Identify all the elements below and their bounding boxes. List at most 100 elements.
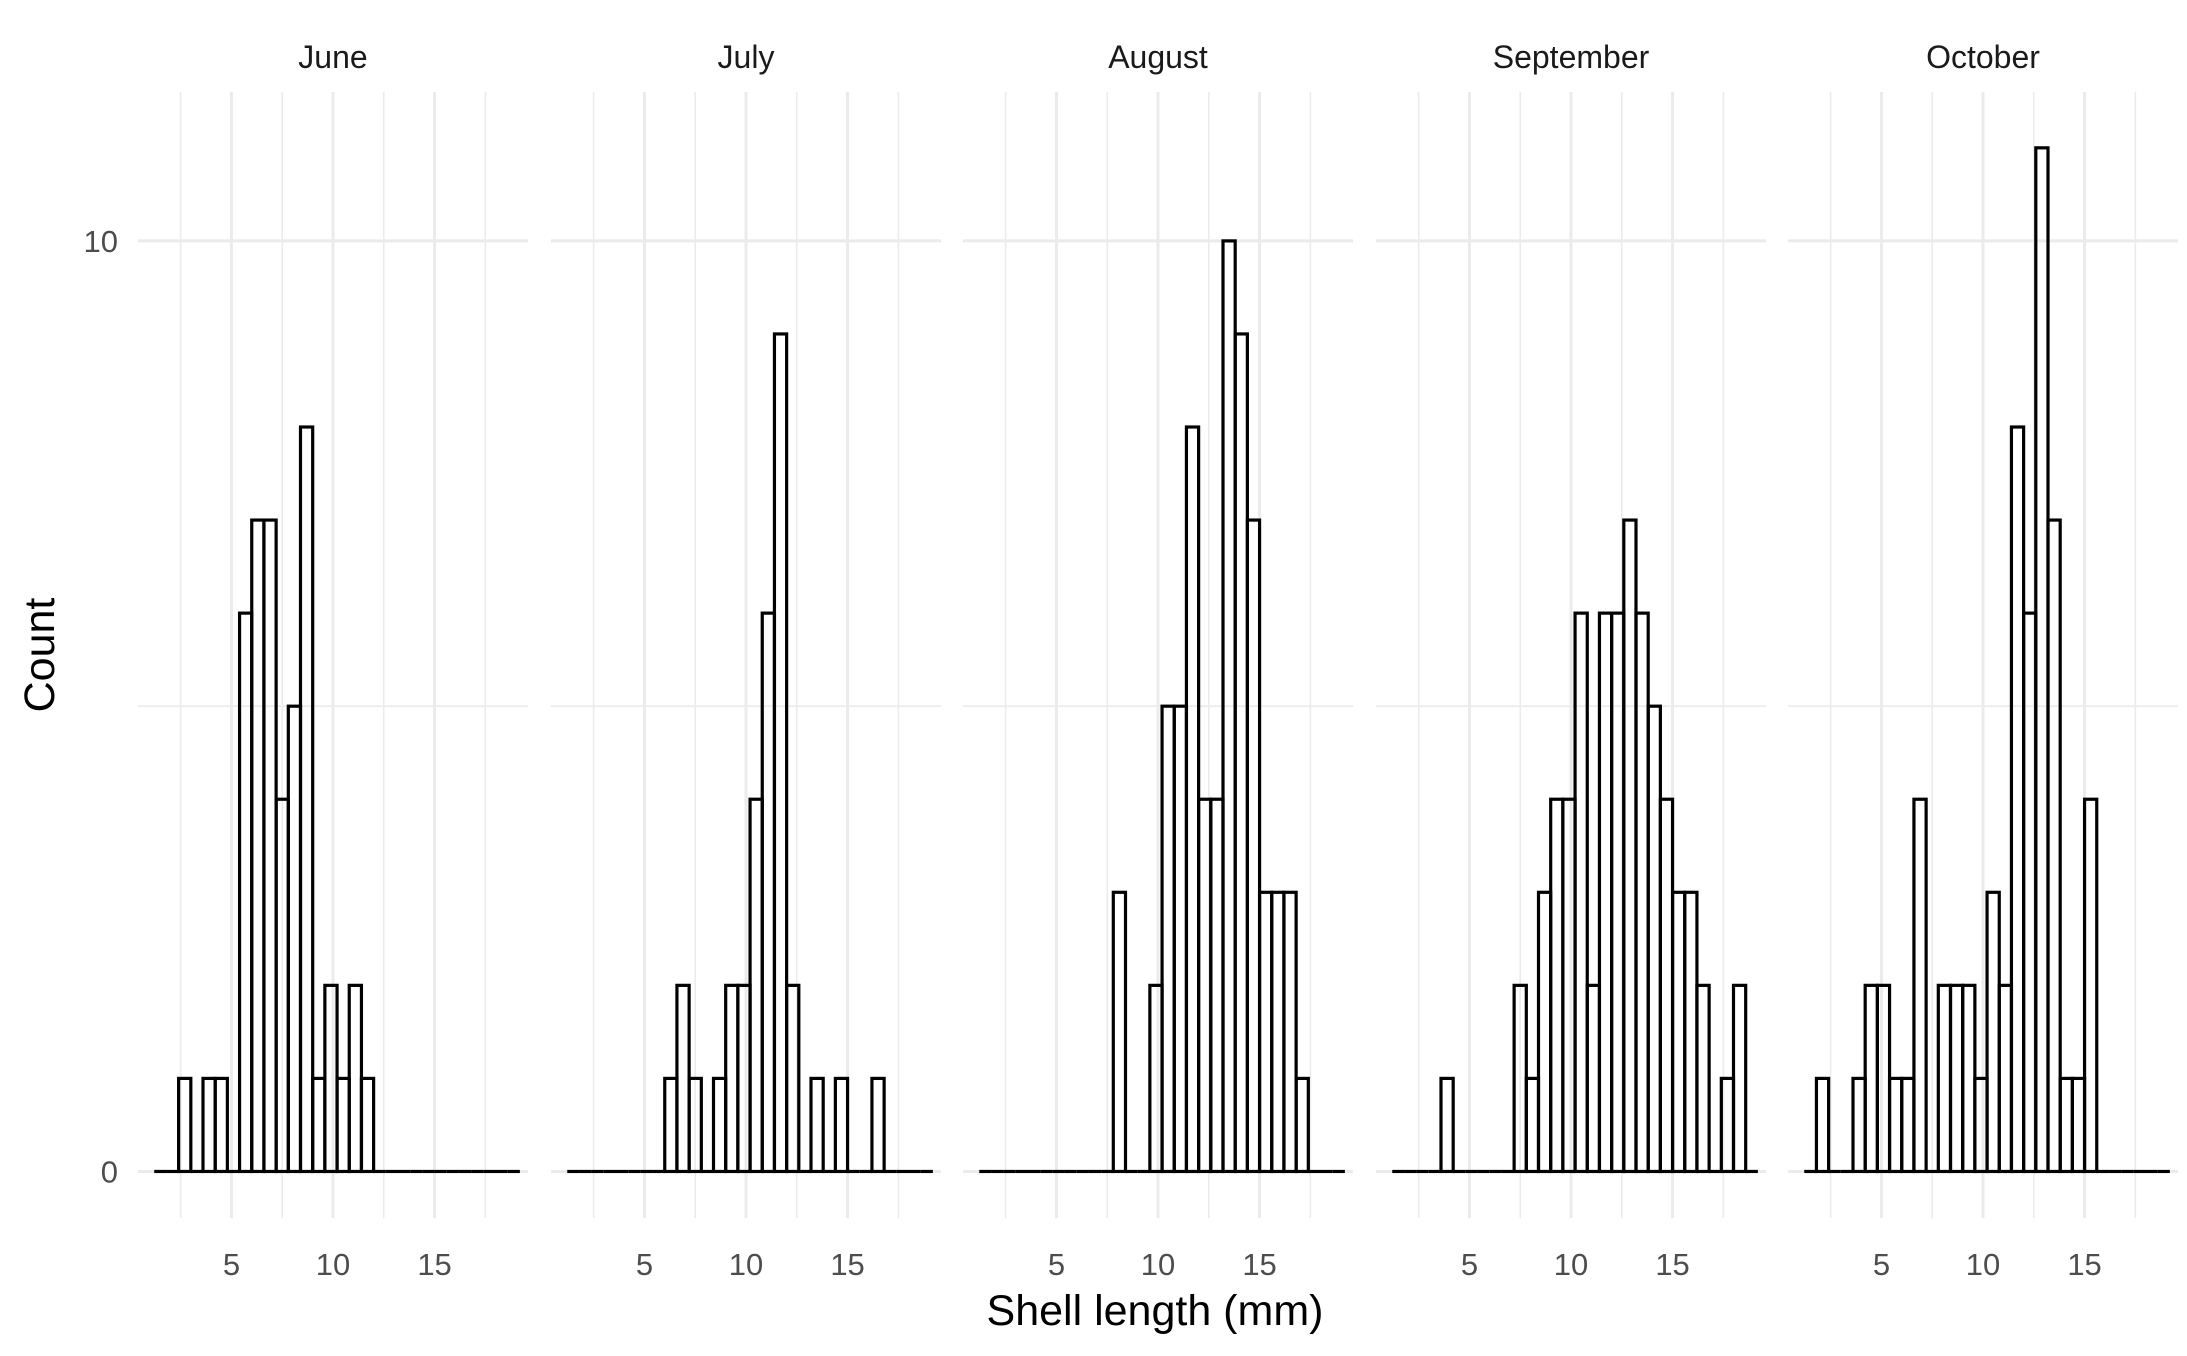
histogram-bar: [1887, 1076, 1904, 1174]
histogram-bar: [323, 983, 339, 1174]
facet-title: July: [718, 39, 775, 75]
histogram-bar: [237, 611, 254, 1174]
facet-panel-october: October 5 10 15: [1788, 39, 2178, 1282]
histogram-bar: [359, 1076, 376, 1174]
histogram-bar: [2046, 518, 2062, 1174]
histogram-bar: [1148, 983, 1164, 1174]
histogram-bar: [298, 425, 315, 1174]
x-tick-label: 5: [1048, 1247, 1065, 1282]
histogram-bar: [1973, 1076, 1989, 1174]
histogram-bar: [1731, 983, 1748, 1174]
x-tick-label: 5: [223, 1247, 240, 1282]
histogram-bar: [833, 1076, 850, 1174]
histogram-bar: [1209, 797, 1225, 1174]
histogram-bar: [177, 1076, 193, 1174]
histogram-bar: [1111, 890, 1128, 1174]
histogram-bar: [724, 983, 740, 1174]
x-tick-label: 10: [729, 1247, 763, 1282]
x-tick-label: 15: [1655, 1247, 1689, 1282]
facet-panel-july: July 5 10 15: [551, 39, 941, 1282]
y-tick-label: 10: [84, 224, 118, 259]
histogram-bar: [1172, 704, 1189, 1174]
facet-title: August: [1108, 39, 1208, 75]
histogram-bar: [1936, 983, 1953, 1174]
histogram-bar: [201, 1076, 217, 1174]
histogram-bar: [347, 983, 364, 1174]
histogram-bar: [2070, 1076, 2087, 1174]
histogram-bar: [711, 1076, 728, 1174]
histogram-bar: [1646, 704, 1662, 1174]
histogram-bar: [663, 1076, 679, 1174]
histogram-bar: [2034, 146, 2050, 1174]
histogram-bar: [1294, 1076, 1310, 1174]
histogram-bar: [1948, 983, 1965, 1174]
histogram-bar: [250, 518, 266, 1174]
histogram-bar: [1863, 983, 1879, 1174]
histogram-bar: [1160, 704, 1176, 1174]
histogram-bar: [1875, 983, 1892, 1174]
histogram-bar: [1536, 890, 1553, 1174]
histogram-bar: [213, 1076, 229, 1174]
histogram-bar: [785, 983, 801, 1174]
x-tick-label: 5: [1873, 1247, 1890, 1282]
y-tick-label: 0: [101, 1154, 118, 1189]
histogram-bar: [262, 518, 278, 1174]
facet-panel-june: June 5 10 15: [138, 39, 528, 1282]
facet-panel-september: September 5 10 15: [1376, 39, 1766, 1282]
histogram-bar: [870, 1076, 886, 1174]
histogram-bar: [1439, 1076, 1455, 1174]
facet-title: September: [1493, 39, 1650, 75]
histogram-bar: [1282, 890, 1298, 1174]
histogram-bar: [1549, 797, 1565, 1174]
histogram-bar: [1670, 890, 1687, 1174]
histogram-bar: [335, 1076, 351, 1174]
histogram-bar: [1634, 611, 1650, 1174]
histogram-bar: [748, 797, 764, 1174]
histogram-bar: [687, 1076, 703, 1174]
histogram-bar: [1695, 983, 1711, 1174]
x-tick-label: 15: [417, 1247, 451, 1282]
histogram-bar: [1233, 332, 1249, 1174]
x-tick-label: 5: [1461, 1247, 1478, 1282]
x-tick-label: 10: [1554, 1247, 1588, 1282]
y-axis-title: Count: [16, 598, 64, 713]
facet-title: October: [1926, 39, 2040, 75]
histogram-bar: [809, 1076, 825, 1174]
histogram-bar: [1561, 797, 1577, 1174]
x-tick-label: 10: [1141, 1247, 1175, 1282]
x-tick-label: 15: [2067, 1247, 2101, 1282]
histogram-bar: [1524, 1076, 1541, 1174]
histogram-bar: [1997, 983, 2014, 1174]
x-tick-label: 10: [1966, 1247, 2000, 1282]
facet-title: June: [298, 39, 367, 75]
x-axis-title: Shell length (mm): [987, 1287, 1324, 1335]
histogram-bar: [1597, 611, 1614, 1174]
x-tick-label: 15: [1242, 1247, 1276, 1282]
histogram-bar: [1184, 425, 1201, 1174]
facet-panel-august: August 5 10 15: [963, 39, 1353, 1282]
histogram-bar: [1622, 518, 1638, 1174]
x-tick-label: 10: [316, 1247, 350, 1282]
histogram-bar: [1985, 890, 2001, 1174]
histogram-bar: [1814, 1076, 1831, 1174]
histogram-bar: [772, 332, 789, 1174]
histogram-bar: [311, 1076, 327, 1174]
x-tick-label: 15: [830, 1247, 864, 1282]
histogram-bar: [2082, 797, 2099, 1174]
histogram-bar: [1912, 797, 1928, 1174]
histogram-bar: [2009, 425, 2026, 1174]
histogram-bar: [1270, 890, 1286, 1174]
histogram-bar: [1961, 983, 1977, 1174]
histogram-bar: [1573, 611, 1589, 1174]
x-tick-label: 5: [636, 1247, 653, 1282]
histogram-bar: [1851, 1076, 1867, 1174]
histogram-bar: [1245, 518, 1262, 1174]
histogram-bar: [1658, 797, 1675, 1174]
histogram-bar: [1683, 890, 1699, 1174]
histogram-bar: [286, 704, 303, 1174]
histogram-bar: [736, 983, 752, 1174]
histogram-bar: [760, 611, 777, 1174]
histogram-bar: [2058, 1076, 2074, 1174]
